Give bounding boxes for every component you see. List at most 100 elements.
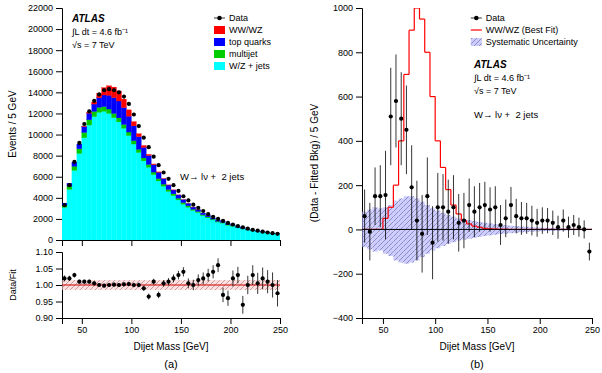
tick-label: 150 (174, 325, 189, 335)
histogram-bar (186, 203, 191, 205)
tick-mark (56, 198, 62, 199)
tick-label: 0.90 (35, 313, 53, 323)
data-point (196, 278, 200, 282)
tick-label: 400 (338, 136, 353, 146)
tick: 150 (174, 318, 189, 335)
uncertainty-band (404, 196, 409, 264)
tick-mark (356, 97, 362, 98)
data-point (441, 205, 445, 209)
tick-mark (540, 318, 541, 324)
uncertainty-band (62, 280, 280, 290)
tick-mark (356, 8, 362, 9)
tick-mark (230, 240, 231, 246)
tick-label: 14000 (28, 88, 53, 98)
data-point (112, 283, 116, 287)
legend-label: multijet (229, 49, 258, 59)
histogram-bar (112, 87, 117, 98)
tick-mark (56, 240, 62, 241)
data-point (498, 223, 502, 227)
step-riser (476, 226, 477, 227)
histogram-bar (136, 152, 141, 240)
data-point (206, 273, 210, 277)
step-riser (429, 52, 430, 96)
data-point (161, 281, 165, 285)
histogram-bar (156, 181, 161, 240)
data-point (530, 218, 534, 222)
step-riser (450, 190, 451, 206)
tick-label: 18000 (28, 46, 53, 56)
tick-mark (56, 71, 62, 72)
figure: 0200040006000800010000120001400016000180… (0, 0, 602, 373)
data-point (236, 273, 240, 277)
tick-mark (487, 318, 488, 324)
data-point (266, 230, 270, 234)
histogram-bar (156, 179, 161, 181)
legend-item: Data (471, 13, 505, 23)
axis-line (356, 9, 363, 319)
histogram-bar (112, 118, 117, 240)
data-point (127, 102, 131, 106)
data-point (147, 294, 151, 298)
data-point (191, 203, 195, 207)
data-point (509, 203, 513, 207)
data-point (246, 283, 250, 287)
y-axis: 0200040006000800010000120001400016000180… (28, 3, 63, 245)
step-riser (382, 218, 383, 229)
tick: −200 (333, 269, 362, 279)
step-segment (430, 96, 435, 97)
legend-item: W/Z + jets (214, 61, 270, 71)
histogram-bar (131, 126, 136, 141)
axis-line (56, 9, 63, 241)
histogram-bar (102, 88, 107, 95)
uncertainty-band (399, 198, 404, 262)
data-point (102, 284, 106, 288)
histogram-bar (255, 232, 260, 240)
data-point (256, 281, 260, 285)
tick-label: 20000 (28, 24, 53, 34)
tick-mark (181, 318, 182, 324)
step-segment (435, 140, 440, 141)
histogram-bar (102, 111, 107, 240)
data-point (436, 205, 440, 209)
data-point (535, 221, 539, 225)
data-point (97, 92, 101, 96)
step-riser (393, 185, 394, 207)
tick-label: 1.00 (35, 280, 53, 290)
tick-label: 200 (223, 325, 238, 335)
legend-item: multijet (214, 49, 258, 59)
data-point (62, 276, 66, 280)
histogram-bar (107, 109, 112, 113)
tick-mark (592, 318, 593, 324)
histogram-bar (186, 203, 191, 204)
histogram-bar (126, 116, 131, 132)
legend-label: Data (486, 13, 505, 23)
histogram-bar (107, 113, 112, 240)
data-point (67, 183, 71, 187)
tick: 1.00 (35, 280, 62, 290)
histogram-bar (171, 189, 176, 190)
data-point (72, 273, 76, 277)
data-point (87, 280, 91, 284)
tick-mark (356, 318, 362, 319)
tick-label: 1.05 (35, 264, 53, 274)
histogram-bar (77, 154, 82, 240)
data-point (266, 280, 270, 284)
data-point (368, 230, 372, 234)
tick-label: 250 (273, 325, 288, 335)
histogram-bar (131, 144, 136, 240)
histogram-bar (156, 172, 161, 178)
legend-swatch (214, 62, 225, 70)
histogram-bar (181, 203, 186, 205)
data-point (152, 280, 156, 284)
histogram-bar (151, 163, 156, 165)
step-riser (398, 141, 399, 185)
histogram-bar (201, 215, 206, 216)
histogram-bar (181, 200, 186, 203)
tick: 200 (223, 318, 238, 335)
histogram-bar (141, 147, 146, 158)
tick: −400 (333, 313, 362, 323)
data-point (201, 276, 205, 280)
histogram-bar (107, 95, 112, 109)
data-point (231, 276, 235, 280)
data-point (275, 232, 279, 236)
